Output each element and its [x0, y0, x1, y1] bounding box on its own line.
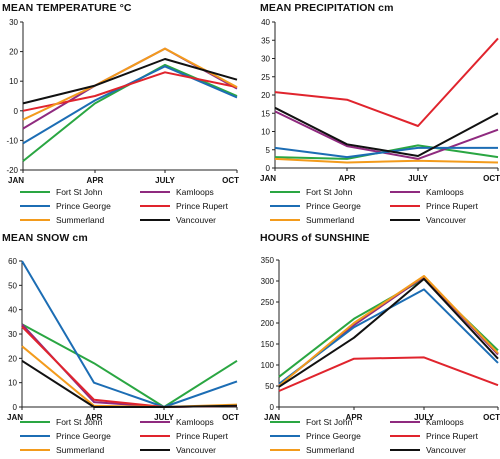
chart-title: HOURS of SUNSHINE — [260, 232, 370, 244]
y-tick-label: 60 — [8, 257, 17, 266]
chart-title: MEAN SNOW cm — [2, 232, 88, 244]
line-chart-snow: 0 10 20 30 40 50 60 JAN APR JULY OCT Fort St John Ka… — [7, 257, 239, 455]
legend-label: Vancouver — [176, 445, 216, 455]
y-tick-label: 50 — [8, 281, 17, 290]
series-line — [22, 47, 238, 121]
series-line — [22, 58, 238, 105]
x-tick-label: JAN — [8, 176, 24, 185]
legend-label: Fort St John — [306, 417, 353, 427]
x-tick-label: JULY — [408, 174, 428, 183]
series-line — [21, 359, 238, 408]
y-tick-label: 40 — [261, 18, 270, 27]
y-tick-label: 10 — [261, 128, 270, 137]
line-chart-precipitation: 0 5 10 15 20 25 30 35 40 JAN APR JULY OCT Fort St Joh… — [260, 18, 500, 225]
y-tick-label: 0 — [266, 164, 271, 173]
legend-label: Summerland — [306, 445, 354, 455]
x-tick-label: JULY — [154, 413, 174, 422]
y-tick-label: 300 — [261, 277, 275, 286]
y-tick-label: 150 — [261, 340, 275, 349]
legend-label: Prince George — [56, 201, 111, 211]
y-tick-label: 40 — [8, 306, 17, 315]
y-tick-label: 20 — [261, 91, 270, 100]
x-tick-label: JULY — [155, 176, 175, 185]
x-tick-label: JULY — [414, 413, 434, 422]
legend-label: Prince Rupert — [176, 431, 229, 441]
series-line — [21, 260, 238, 408]
legend-label: Prince George — [56, 431, 111, 441]
legend-label: Summerland — [306, 215, 354, 225]
legend-label: Fort St John — [306, 187, 353, 197]
x-tick-label: APR — [86, 413, 103, 422]
legend-label: Prince George — [306, 201, 361, 211]
y-tick-label: 20 — [9, 48, 18, 57]
series-line — [21, 323, 238, 408]
legend-label: Fort St John — [56, 187, 103, 197]
y-tick-label: 20 — [8, 354, 17, 363]
y-tick-label: 30 — [9, 18, 18, 27]
y-tick-label: 50 — [265, 382, 274, 391]
legend-label: Kamloops — [426, 417, 464, 427]
legend-label: Summerland — [56, 445, 104, 455]
series-line — [278, 277, 499, 388]
chart-title: MEAN TEMPERATURE °C — [2, 2, 132, 14]
y-tick-label: 0 — [14, 107, 19, 116]
legend-label: Fort St John — [56, 417, 103, 427]
series-line — [22, 47, 238, 130]
y-tick-label: 350 — [261, 256, 275, 265]
chart-panel-sunshine: HOURS of SUNSHINE 0 50 100 150 200 250 300 350 J… — [250, 230, 500, 459]
legend-label: Vancouver — [176, 215, 216, 225]
y-tick-label: 100 — [261, 361, 275, 370]
x-tick-label: JAN — [260, 174, 276, 183]
legend-label: Prince Rupert — [426, 431, 479, 441]
y-tick-label: -20 — [6, 166, 18, 175]
x-tick-label: APR — [346, 413, 363, 422]
series-line — [21, 345, 238, 408]
y-tick-label: 200 — [261, 319, 275, 328]
y-tick-label: 15 — [261, 109, 270, 118]
y-tick-label: 35 — [261, 36, 270, 45]
y-tick-label: 10 — [8, 379, 17, 388]
y-tick-label: 10 — [9, 77, 18, 86]
x-tick-label: OCT — [483, 413, 500, 422]
legend-label: Prince Rupert — [426, 201, 479, 211]
series-line — [278, 288, 499, 385]
y-tick-label: 0 — [13, 403, 18, 412]
y-tick-label: -10 — [6, 136, 18, 145]
legend-label: Kamloops — [176, 187, 214, 197]
x-tick-label: OCT — [222, 176, 239, 185]
x-tick-label: JAN — [7, 413, 23, 422]
y-tick-label: 0 — [270, 403, 275, 412]
y-tick-label: 5 — [266, 146, 271, 155]
y-tick-label: 30 — [8, 330, 17, 339]
series-line — [274, 146, 498, 159]
legend-label: Vancouver — [426, 445, 466, 455]
x-tick-label: OCT — [483, 174, 500, 183]
y-tick-label: 25 — [261, 73, 270, 82]
legend-label: Kamloops — [176, 417, 214, 427]
chart-panel-precipitation: MEAN PRECIPITATION cm 0 5 10 15 20 25 30 35 40 JA… — [250, 0, 500, 229]
line-chart-sunshine: 0 50 100 150 200 250 300 350 JAN APR JULY OCT Fort S… — [261, 256, 500, 455]
chart-panel-temperature: MEAN TEMPERATURE °C -20 -10 0 10 20 30 JAN APR J… — [0, 0, 250, 229]
legend-label: Prince George — [306, 431, 361, 441]
x-tick-label: APR — [87, 176, 104, 185]
series-line — [22, 63, 238, 162]
x-tick-label: APR — [339, 174, 356, 183]
y-tick-label: 250 — [261, 298, 275, 307]
x-tick-label: OCT — [222, 413, 239, 422]
line-chart-temperature: -20 -10 0 10 20 30 JAN APR JULY OCT Fort St John Ka… — [6, 18, 239, 225]
series-line — [278, 275, 499, 387]
legend-label: Prince Rupert — [176, 201, 229, 211]
chart-title: MEAN PRECIPITATION cm — [260, 2, 394, 14]
series-line — [278, 277, 499, 378]
x-tick-label: JAN — [264, 413, 280, 422]
legend-label: Kamloops — [426, 187, 464, 197]
series-line — [274, 157, 499, 164]
legend-label: Summerland — [56, 215, 104, 225]
legend-label: Vancouver — [426, 215, 466, 225]
chart-panel-snow: MEAN SNOW cm 0 10 20 30 40 50 60 JAN APR JULY OCT F… — [0, 230, 250, 459]
series-line — [274, 37, 499, 127]
y-tick-label: 30 — [261, 55, 270, 64]
series-line — [278, 356, 499, 392]
series-line — [274, 106, 499, 157]
